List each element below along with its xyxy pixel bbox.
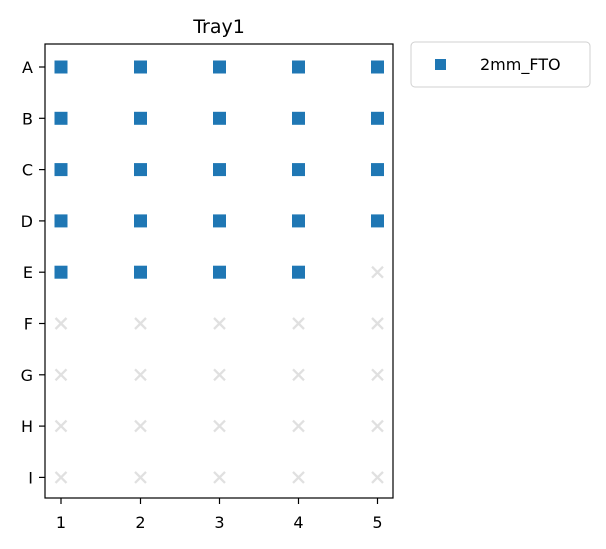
data-point-empty <box>54 419 68 433</box>
data-point-empty <box>213 368 226 382</box>
data-point-filled <box>54 265 68 279</box>
data-point-filled <box>134 111 147 125</box>
data-point-filled <box>213 111 226 125</box>
y-tick-label: A <box>22 58 33 77</box>
data-point-filled <box>134 214 147 228</box>
data-point-empty <box>54 317 68 330</box>
data-point-filled <box>134 60 147 74</box>
chart-title: Tray1 <box>192 16 245 38</box>
x-tick-label: 1 <box>56 513 66 532</box>
data-point-filled <box>371 111 384 125</box>
data-point-empty <box>134 317 147 330</box>
legend-label-2mm-fto: 2mm_FTO <box>480 55 561 75</box>
data-point-filled <box>54 214 68 228</box>
x-tick-label: 3 <box>214 513 224 532</box>
data-point-empty <box>292 317 305 330</box>
data-point-filled <box>134 265 147 279</box>
data-point-filled <box>54 111 68 125</box>
data-point-empty <box>371 317 384 330</box>
x-tick-label: 4 <box>293 513 303 532</box>
x-tick-label: 5 <box>372 513 382 532</box>
y-tick-label: F <box>24 315 33 334</box>
data-point-empty <box>292 471 305 484</box>
data-point-filled <box>292 60 305 74</box>
y-tick-label: G <box>21 366 33 385</box>
plot-area <box>54 60 384 484</box>
data-point-empty <box>134 471 147 484</box>
y-axis: A B C D E F G H I <box>21 58 45 487</box>
data-point-empty <box>371 368 384 382</box>
data-point-filled <box>134 163 147 177</box>
y-tick-label: C <box>22 161 33 180</box>
data-point-empty <box>292 368 305 382</box>
data-point-filled <box>54 163 68 177</box>
data-point-filled <box>292 111 305 125</box>
data-point-empty <box>213 471 226 484</box>
data-point-empty <box>134 368 147 382</box>
data-point-filled <box>213 163 226 177</box>
data-point-filled <box>213 214 226 228</box>
data-point-filled <box>213 265 226 279</box>
data-point-empty <box>371 419 384 433</box>
data-point-filled <box>292 214 305 228</box>
data-point-empty <box>292 419 305 433</box>
y-tick-label: E <box>23 263 33 282</box>
data-point-filled <box>371 214 384 228</box>
y-tick-label: D <box>21 212 33 231</box>
data-point-empty <box>213 317 226 330</box>
data-point-empty <box>371 265 384 279</box>
y-tick-label: B <box>22 109 33 128</box>
data-point-filled <box>213 60 226 74</box>
data-point-empty <box>213 419 226 433</box>
legend-marker-2mm-fto <box>435 59 446 70</box>
data-point-empty <box>54 471 68 484</box>
data-point-filled <box>292 163 305 177</box>
data-point-filled <box>292 265 305 279</box>
data-point-filled <box>371 60 384 74</box>
data-point-filled <box>54 60 68 74</box>
data-point-filled <box>371 163 384 177</box>
y-tick-label: I <box>28 468 33 487</box>
x-axis: 1 2 3 4 5 <box>56 498 383 532</box>
data-point-empty <box>54 368 68 382</box>
legend-box <box>410 41 591 88</box>
x-tick-label: 2 <box>135 513 145 532</box>
data-point-empty <box>371 471 384 484</box>
y-tick-label: H <box>21 417 33 436</box>
legend: 2mm_FTO <box>410 41 591 88</box>
data-point-empty <box>134 419 147 433</box>
